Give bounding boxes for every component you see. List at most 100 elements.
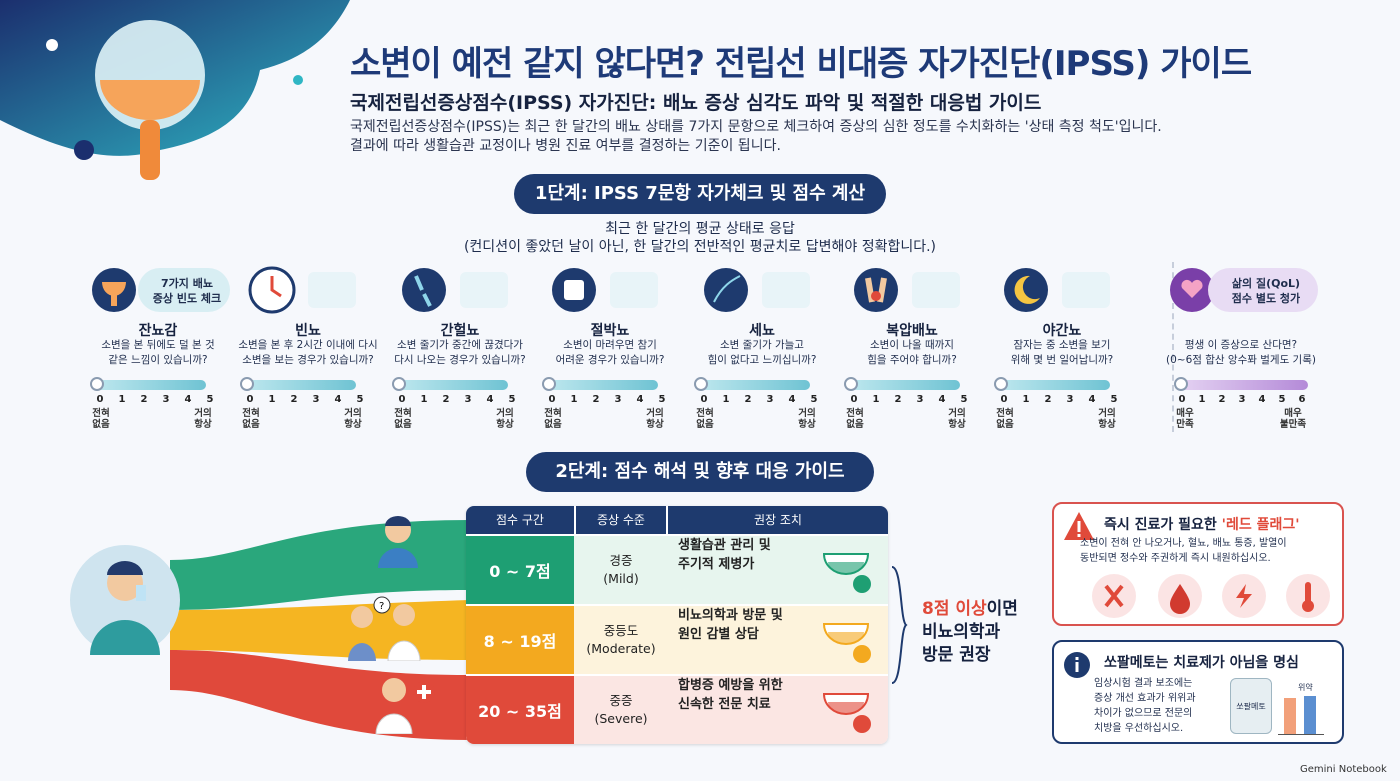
urine-retention-icon: [1092, 574, 1136, 618]
lo-2: 없음: [394, 419, 412, 430]
scale-numbers: 0 1 2 3 4 5: [238, 394, 364, 406]
qol-scale-number: 1: [1198, 394, 1206, 405]
lo-1: 전혀: [846, 408, 864, 419]
saw-palmetto-text: 임상시험 결과 보조에는 증상 개선 효과가 위위과 차이가 없으므로 전문의 …: [1094, 676, 1196, 736]
symptom-scale[interactable]: [542, 377, 658, 391]
bladder-illustration: [0, 0, 350, 180]
scale-number: 0: [700, 394, 708, 405]
scale-number: 4: [184, 394, 192, 405]
symptom-scale[interactable]: [240, 377, 356, 391]
intro-line: 국제전립선증상점수(IPSS)는 최근 한 달간의 배뇨 상태를 7가지 문항으…: [350, 119, 1162, 135]
level-name: 경증: [609, 553, 633, 568]
weak-stream-icon: [704, 268, 748, 312]
scale-number: 2: [442, 394, 450, 405]
scale-number: 0: [1000, 394, 1008, 405]
lo-1: 전혀: [242, 408, 260, 419]
scale-numbers: 0 1 2 3 4 5: [842, 394, 968, 406]
bar-placebo: [1304, 696, 1316, 734]
lo-2: 없음: [996, 419, 1014, 430]
chart-baseline: [1278, 734, 1324, 735]
lo-2: 없음: [696, 419, 714, 430]
recommended-action: 생활습관 관리 및 주기적 제병가: [668, 536, 888, 604]
level-name: 중등도: [603, 623, 639, 638]
scale-lo-label: 전혀 없음: [540, 408, 566, 430]
scale-number: 3: [1066, 394, 1074, 405]
sp-line: 임상시험 결과 보조에는: [1094, 678, 1193, 689]
score-row: 0 ~ 7점 경증 (Mild) 생활습관 관리 및 주기적 제병가: [466, 536, 888, 604]
secondary-illustration: [610, 272, 658, 308]
hi-2: 항상: [344, 419, 362, 430]
scale-handle[interactable]: [240, 377, 254, 391]
header-level: 증상 수준: [576, 506, 666, 534]
question-line: 소변 줄기가 중간에 끊겼다가: [397, 339, 523, 351]
group-label: 7가지 배뇨: [161, 277, 213, 290]
scale-lo-label: 전혀 없음: [238, 408, 264, 430]
header-score: 점수 구간: [466, 506, 574, 534]
score-table: 점수 구간 증상 수준 권장 조치 0 ~ 7점 경증 (Mild) 생활습관 관리 …: [466, 506, 888, 744]
heart-hand-icon: [1170, 268, 1214, 312]
qol-label-sub: 점수 별도 청가: [1231, 292, 1301, 305]
qol-scale-handle[interactable]: [1174, 377, 1188, 391]
scale-lo-label: 전혀 없음: [390, 408, 416, 430]
group-badge: 7가지 배뇨 증상 빈도 체크: [138, 268, 230, 312]
symptom-question: 소변 줄기가 가늘고 힘이 없다고 느끼십니까?: [692, 338, 832, 368]
question-line: 소변을 본 후 2시간 이내에 다시: [238, 339, 378, 351]
scale-number: 3: [766, 394, 774, 405]
scale-number: 4: [486, 394, 494, 405]
red-flag-text: 소변이 전혀 안 나오거나, 혈뇨, 배뇨 통증, 발열이 동반되면 정수와 주권…: [1080, 536, 1287, 566]
scale-number: 1: [570, 394, 578, 405]
qol-scale[interactable]: [1174, 377, 1308, 391]
scale-lo-label: 전혀 없음: [88, 408, 114, 430]
symptom-scale[interactable]: [90, 377, 206, 391]
qol-scale-number: 3: [1238, 394, 1246, 405]
symptom-question: 소변을 본 뒤에도 덜 본 것 같은 느낌이 있습니까?: [88, 338, 228, 368]
question-line: 소변을 보는 경우가 있습니까?: [242, 354, 374, 366]
symptom-scale[interactable]: [994, 377, 1110, 391]
symptom-item: 절박뇨 소변이 마려우면 참기 어려운 경우가 있습니까? 0 1 2 3 4 5 전혀 없음 거의 항…: [540, 262, 680, 442]
symptom-scale[interactable]: [392, 377, 508, 391]
scale-number: 1: [1022, 394, 1030, 405]
symptom-item: 간헐뇨 소변 줄기가 중간에 끊겼다가 다시 나오는 경우가 있습니까? 0 1 2 3 4 5…: [390, 262, 530, 442]
info-icon: [1064, 652, 1090, 678]
scale-handle[interactable]: [844, 377, 858, 391]
callout-threshold: 8점 이상: [922, 599, 987, 619]
scale-handle[interactable]: [90, 377, 104, 391]
pain-bolt-icon: [1222, 574, 1266, 618]
qol-label: 삶의 질(QoL): [1231, 277, 1301, 290]
scale-number: 5: [960, 394, 968, 405]
symptom-scale[interactable]: [844, 377, 960, 391]
secondary-illustration: [308, 272, 356, 308]
scale-hi-label: 거의 항상: [640, 408, 670, 430]
scale-numbers: 0 1 2 3 4 5: [692, 394, 818, 406]
scale-handle[interactable]: [694, 377, 708, 391]
scale-handle[interactable]: [392, 377, 406, 391]
hi-2: 항상: [646, 419, 664, 430]
doctor-consult-icon: ?: [348, 596, 421, 661]
scale-handle[interactable]: [994, 377, 1008, 391]
sp-line: 치방을 우선하십시오.: [1094, 723, 1184, 734]
score-range: 20 ~ 35점: [466, 676, 574, 744]
question-line: 소변 줄기가 가늘고: [720, 339, 804, 351]
hi-1: 거의: [1098, 408, 1116, 419]
qol-desc: 평생 이 증상으로 산다면?: [1184, 339, 1298, 351]
intro-text: 국제전립선증상점수(IPSS)는 최근 한 달간의 배뇨 상태를 7가지 문항으…: [350, 118, 1350, 156]
recommended-action: 합병증 예방을 위한 신속한 전문 치료: [668, 676, 888, 744]
lo-1: 전혀: [544, 408, 562, 419]
scale-number: 5: [1110, 394, 1118, 405]
qol-scale-number: 4: [1258, 394, 1266, 405]
action-line: 원인 감별 상담: [678, 627, 759, 642]
symptom-name: 간헐뇨: [440, 323, 480, 339]
red-flag-title: 즉시 진료가 필요한 '레드 플래그': [1104, 514, 1300, 534]
symptom-scale[interactable]: [694, 377, 810, 391]
question-line: 소변이 나올 때까지: [870, 339, 954, 351]
divider: [1172, 262, 1174, 432]
step1-note-detail: (컨디션이 좋았던 날이 아닌, 한 달간의 전반적인 평균치로 답변해야 정확…: [463, 239, 937, 255]
bar-supplement: [1284, 698, 1296, 734]
action-line: 생활습관 관리 및: [678, 538, 771, 553]
qol-scale-number: 2: [1218, 394, 1226, 405]
question-line: 위해 몇 번 일어납니까?: [1010, 354, 1114, 366]
qol-hi-2: 불만족: [1279, 419, 1307, 430]
scale-handle[interactable]: [542, 377, 556, 391]
symptom-item: 야간뇨 잠자는 중 소변을 보기 위해 몇 번 일어납니까? 0 1 2 3 4 5 전혀 없음 거의…: [992, 262, 1132, 442]
